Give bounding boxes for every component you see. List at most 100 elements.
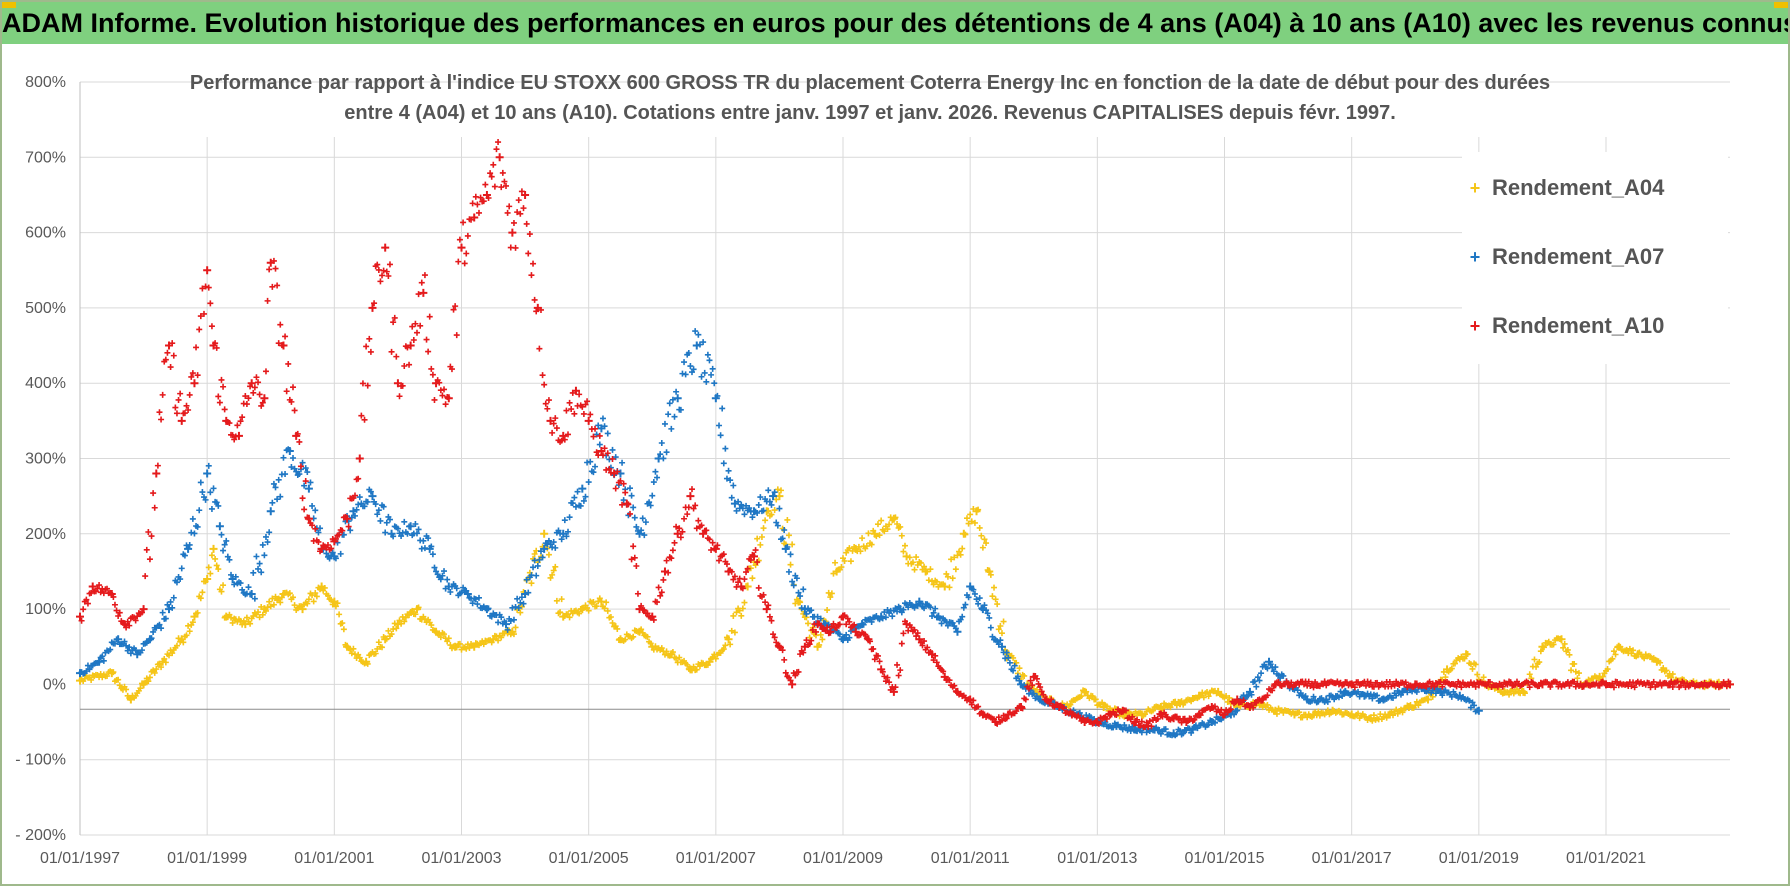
data-point (315, 529, 322, 536)
data-point (720, 460, 727, 467)
data-point (738, 501, 745, 508)
data-point (156, 409, 163, 416)
data-point (1105, 710, 1112, 717)
data-point (282, 471, 289, 478)
data-point (1234, 707, 1241, 714)
data-point (428, 622, 435, 629)
data-point (213, 562, 220, 569)
data-point (339, 527, 346, 534)
data-point (259, 541, 266, 548)
data-point (305, 596, 312, 603)
data-point (156, 660, 163, 667)
data-point (898, 640, 905, 647)
data-point (412, 605, 421, 614)
data-point (456, 236, 463, 243)
data-point (698, 522, 705, 529)
data-point (258, 603, 265, 610)
data-point (1231, 711, 1238, 718)
data-point (819, 636, 826, 643)
data-point (914, 630, 921, 637)
data-point (404, 344, 411, 351)
data-point (1660, 665, 1667, 672)
data-point (379, 644, 386, 651)
data-point (949, 619, 956, 626)
data-point (1121, 722, 1128, 729)
data-point (274, 282, 281, 289)
data-point (355, 454, 364, 463)
data-point (970, 586, 977, 593)
data-point (1566, 651, 1573, 658)
data-point (317, 586, 324, 593)
data-point (83, 668, 90, 675)
data-point (1335, 694, 1342, 701)
data-point (747, 557, 754, 564)
data-point (838, 636, 845, 643)
data-point (641, 607, 648, 614)
data-point (304, 514, 313, 523)
data-point (364, 382, 371, 389)
data-point (282, 333, 289, 340)
data-point (353, 506, 360, 513)
data-point (720, 646, 727, 653)
data-point (773, 519, 780, 526)
data-point (566, 614, 573, 621)
data-point (107, 668, 114, 675)
data-point (488, 613, 495, 620)
data-point (350, 645, 357, 652)
data-point (84, 600, 91, 607)
data-point (274, 496, 281, 503)
data-point (523, 576, 530, 583)
data-point (566, 514, 573, 521)
data-point (277, 599, 284, 606)
data-point (304, 600, 311, 607)
data-point (262, 607, 269, 614)
data-point (326, 555, 333, 562)
data-point (924, 568, 931, 575)
data-point (795, 668, 802, 675)
data-point (272, 484, 279, 491)
data-point (1595, 675, 1602, 682)
data-point (398, 620, 405, 627)
data-point (296, 471, 303, 478)
data-point (1467, 704, 1474, 711)
data-point (978, 709, 985, 716)
data-point (769, 492, 778, 501)
data-point (768, 501, 775, 508)
data-point (895, 603, 902, 610)
y-tick-label: 400% (25, 375, 66, 392)
report-banner: ADAM Informe. Evolution historique des p… (2, 2, 1788, 44)
data-point (984, 566, 991, 573)
data-point (342, 513, 349, 520)
data-point (874, 652, 881, 659)
data-point (1035, 695, 1042, 702)
data-point (220, 547, 227, 554)
data-point (506, 203, 513, 210)
data-point (625, 501, 632, 508)
data-point (1121, 713, 1128, 720)
x-tick-label: 01/01/2015 (1184, 850, 1264, 867)
data-point (1000, 618, 1007, 625)
data-point (749, 552, 758, 561)
data-point (878, 517, 885, 524)
data-point (1431, 683, 1438, 690)
data-point (1472, 683, 1479, 690)
data-point (1305, 678, 1312, 685)
data-point (859, 535, 866, 542)
data-point (921, 638, 928, 645)
data-point (210, 485, 217, 492)
data-point (207, 489, 214, 496)
data-point (329, 601, 336, 608)
data-point (531, 550, 538, 557)
data-point (638, 626, 645, 633)
data-point (921, 605, 928, 612)
data-point (606, 465, 613, 472)
data-point (1370, 712, 1377, 719)
data-point (806, 641, 813, 648)
data-point (1331, 696, 1338, 703)
data-point (1046, 700, 1053, 707)
data-point (332, 535, 339, 542)
data-point (595, 422, 602, 429)
data-point (301, 506, 308, 513)
data-point (599, 452, 606, 459)
data-point (658, 645, 665, 652)
